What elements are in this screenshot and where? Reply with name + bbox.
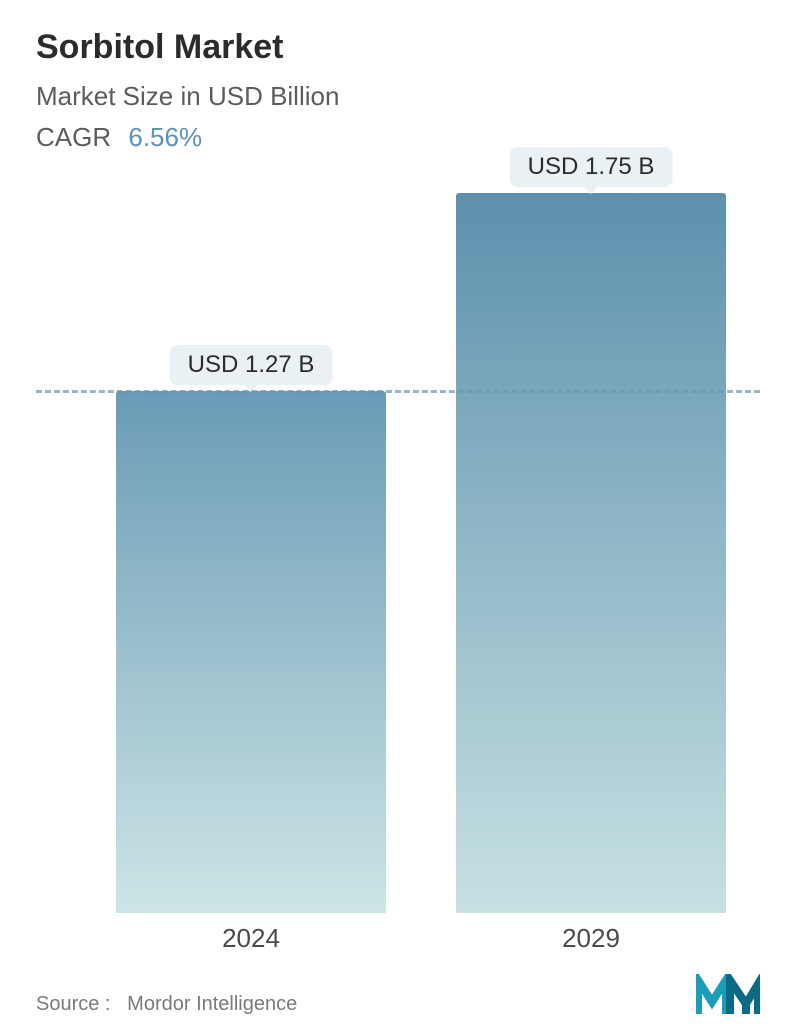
bar-value-label: USD 1.75 B (510, 147, 673, 187)
x-axis-label: 2024 (222, 923, 280, 954)
source-text: Source : Mordor Intelligence (36, 993, 297, 1016)
x-axis-labels: 2024 2029 (36, 923, 760, 973)
cagr-label: CAGR (36, 122, 111, 152)
chart-title: Sorbitol Market (36, 28, 760, 67)
source-label: Source : (36, 993, 110, 1015)
source-name: Mordor Intelligence (127, 993, 297, 1015)
x-axis-label: 2029 (562, 923, 620, 954)
bar-2029: USD 1.75 B (456, 193, 726, 913)
reference-dashed-line (36, 390, 760, 393)
cagr-value: 6.56% (128, 122, 202, 152)
chart-footer: Source : Mordor Intelligence (36, 974, 760, 1016)
bar-2024: USD 1.27 B (116, 391, 386, 914)
mordor-logo-icon (696, 974, 760, 1016)
chart-subtitle: Market Size in USD Billion (36, 81, 760, 112)
bar-value-label: USD 1.27 B (170, 345, 333, 385)
chart-plot-area: USD 1.27 B USD 1.75 B (36, 193, 760, 913)
bar-rect (456, 193, 726, 913)
bar-rect (116, 391, 386, 914)
